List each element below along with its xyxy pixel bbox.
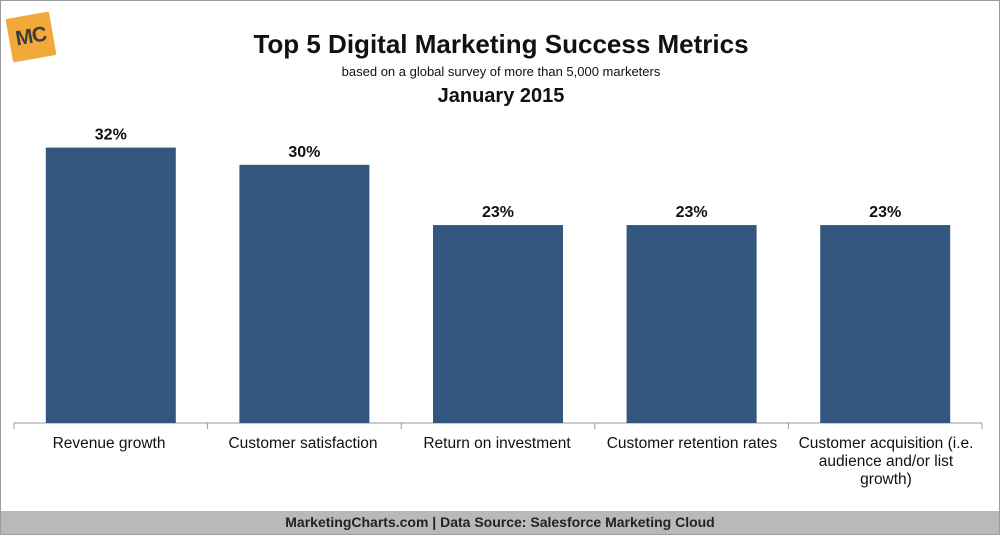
value-label-2: 23%: [482, 204, 514, 221]
value-label-0: 32%: [95, 127, 127, 144]
bar-4: [820, 225, 951, 423]
value-label-1: 30%: [288, 144, 320, 161]
category-label-customer-acquisition: Customer acquisition (i.e. audience and/…: [798, 435, 974, 488]
category-label-revenue-growth: Revenue growth: [52, 435, 166, 452]
chart-date: January 2015: [437, 85, 565, 107]
value-label-4: 23%: [869, 204, 901, 221]
chart-title: Top 5 Digital Marketing Success Metrics: [253, 29, 749, 59]
source-footer: MarketingCharts.com | Data Source: Sales…: [1, 511, 999, 534]
value-label-3: 23%: [676, 204, 708, 221]
category-label-customer-retention-rates: Customer retention rates: [606, 435, 778, 452]
category-label-return-on-investment: Return on investment: [423, 435, 571, 452]
chart-subtitle: based on a global survey of more than 5,…: [341, 64, 661, 79]
bar-0: [45, 147, 176, 423]
bar-1: [239, 164, 370, 423]
bar-chart: 32% 30% 23% 23% 23%: [13, 127, 983, 429]
bar-2: [433, 225, 563, 423]
bar-3: [626, 225, 757, 423]
category-label-customer-satisfaction: Customer satisfaction: [228, 435, 378, 452]
